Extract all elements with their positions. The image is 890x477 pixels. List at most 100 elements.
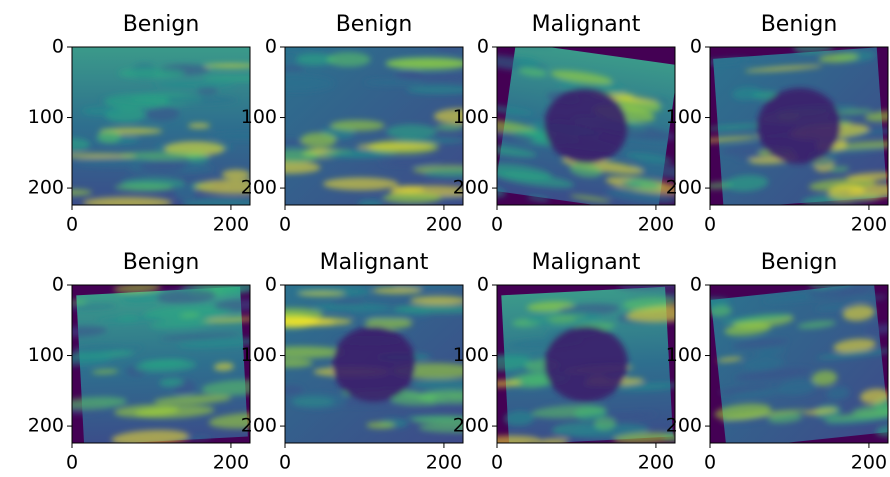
speckle — [290, 393, 347, 410]
speckle — [441, 195, 463, 201]
speckle — [285, 358, 313, 368]
speckle — [418, 422, 463, 433]
speckle — [285, 47, 311, 51]
y-tick-label: 100 — [241, 344, 277, 366]
speckle — [365, 317, 413, 329]
speckle — [497, 354, 531, 371]
speckle — [402, 74, 463, 80]
speckle — [826, 386, 850, 400]
y-tick-label: 0 — [265, 274, 277, 296]
speckle — [814, 303, 850, 312]
speckle — [631, 162, 675, 179]
y-tick-label: 0 — [477, 36, 489, 58]
y-tick-label: 0 — [265, 36, 277, 58]
y-tick-label: 0 — [690, 274, 702, 296]
speckle — [386, 124, 438, 139]
speckle — [72, 353, 113, 366]
speckle — [613, 432, 675, 443]
x-tick-label: 200 — [426, 214, 462, 236]
lesion — [332, 326, 416, 402]
speckle — [718, 385, 769, 394]
speckle — [518, 67, 547, 77]
subplot-title: Benign — [123, 250, 200, 275]
x-tick-label: 200 — [851, 214, 887, 236]
speckle — [174, 185, 197, 201]
image-content — [710, 47, 888, 205]
speckle — [616, 382, 675, 391]
y-tick-label: 200 — [28, 415, 64, 437]
speckle — [285, 161, 321, 174]
speckle — [143, 305, 232, 321]
ultrasound-image — [72, 285, 250, 443]
speckle — [285, 75, 335, 92]
speckle — [594, 417, 616, 431]
speckle — [811, 370, 838, 386]
x-tick-label: 200 — [851, 452, 887, 474]
subplot-title: Malignant — [532, 250, 641, 275]
speckle — [366, 421, 396, 429]
subplot-title: Benign — [761, 250, 838, 275]
speckle — [285, 346, 345, 359]
speckle — [768, 413, 803, 423]
speckle — [72, 300, 88, 305]
speckle — [797, 320, 837, 329]
speckle — [187, 123, 211, 129]
speckle — [724, 175, 769, 192]
speckle — [550, 70, 613, 85]
speckle — [330, 120, 385, 131]
ultrasound-image — [497, 285, 675, 443]
speckle — [156, 288, 217, 305]
speckle — [617, 285, 675, 291]
speckle — [356, 143, 434, 150]
speckle — [72, 153, 137, 158]
subplot-title: Malignant — [532, 12, 641, 37]
speckle — [534, 438, 569, 443]
x-tick-label: 0 — [704, 452, 716, 474]
x-tick-label: 0 — [491, 214, 503, 236]
speckle — [208, 412, 250, 429]
speckle — [626, 305, 675, 322]
speckle — [731, 388, 786, 398]
texture — [72, 285, 250, 443]
x-tick-label: 0 — [279, 452, 291, 474]
y-tick-label: 100 — [666, 344, 702, 366]
speckle — [710, 58, 750, 65]
speckle — [714, 403, 772, 420]
texture — [497, 285, 675, 443]
speckle — [167, 95, 239, 105]
y-tick-label: 200 — [666, 415, 702, 437]
speckle — [113, 285, 162, 293]
speckle — [662, 432, 675, 442]
axes-frame — [709, 284, 889, 444]
speckle — [515, 57, 540, 68]
x-tick-label: 0 — [491, 452, 503, 474]
speckle — [527, 195, 550, 202]
speckle — [118, 68, 185, 79]
speckle — [497, 354, 535, 360]
x-tick-label: 200 — [213, 214, 249, 236]
speckle — [497, 379, 522, 388]
speckle — [97, 129, 122, 143]
speckle — [114, 183, 174, 192]
speckle — [177, 338, 250, 348]
speckle — [808, 287, 871, 298]
speckle — [411, 378, 463, 391]
y-tick-label: 200 — [453, 177, 489, 199]
speckle — [497, 131, 535, 143]
y-tick-label: 100 — [453, 344, 489, 366]
speckle — [875, 424, 888, 437]
speckle — [504, 410, 535, 426]
y-tick-label: 0 — [52, 36, 64, 58]
speckle — [213, 362, 235, 371]
image-content — [497, 285, 675, 443]
texture — [710, 285, 888, 437]
lesion — [544, 87, 628, 165]
axes-frame — [71, 284, 251, 444]
ultrasound-image — [285, 47, 463, 205]
speckle — [842, 305, 875, 321]
speckle — [828, 166, 850, 173]
